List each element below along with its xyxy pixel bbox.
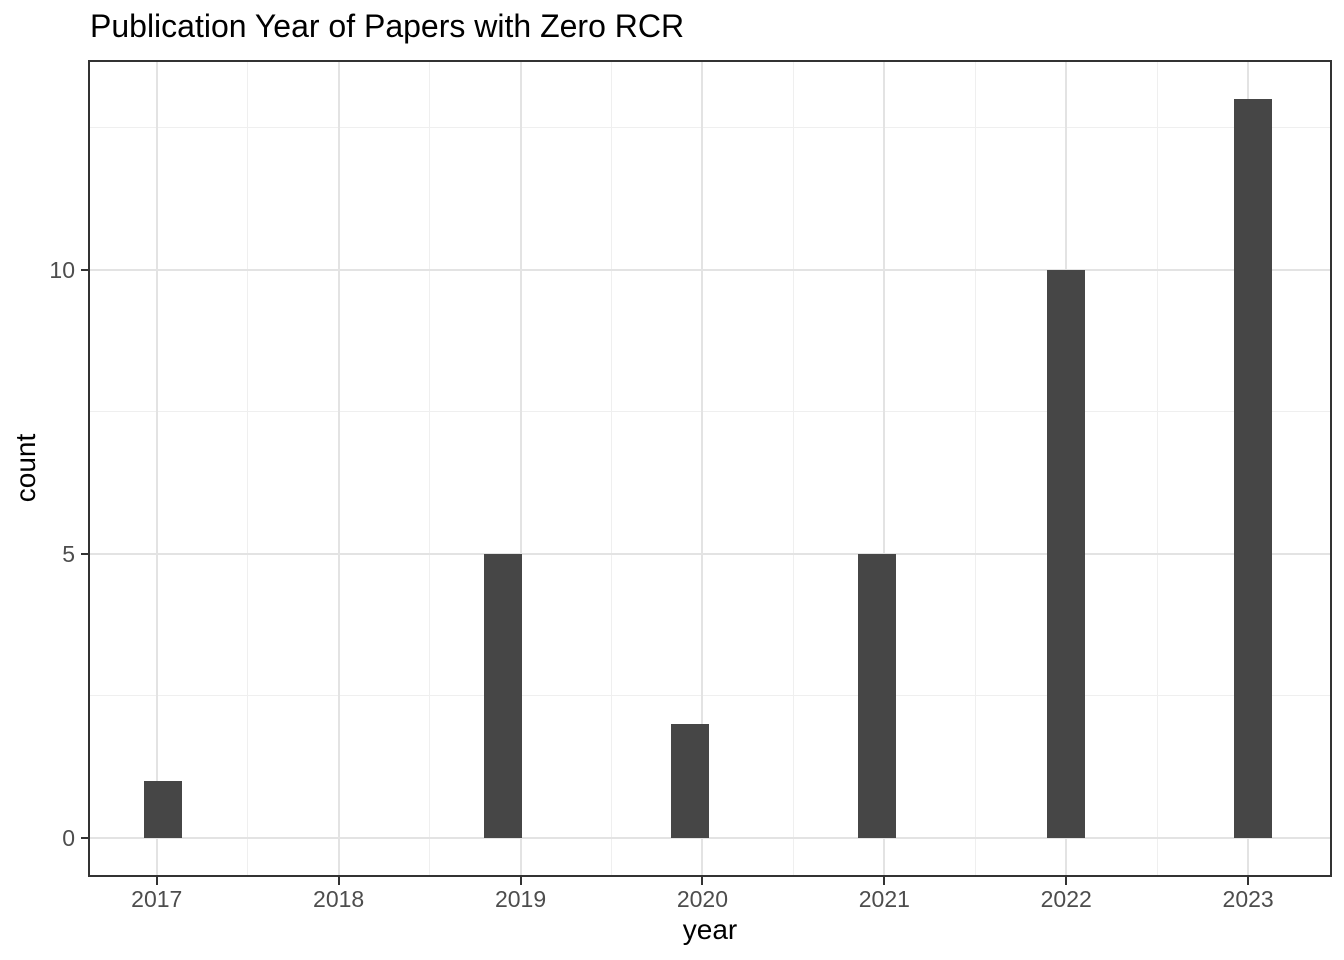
- gridline-x-minor: [1156, 62, 1158, 875]
- x-tick-mark: [519, 877, 522, 885]
- x-tick-mark: [155, 877, 158, 885]
- plot-panel: [88, 60, 1332, 877]
- chart-title: Publication Year of Papers with Zero RCR: [90, 8, 685, 44]
- gridline-x-minor: [974, 62, 976, 875]
- gridline-y-major: [90, 268, 1330, 271]
- gridline-y-minor: [90, 695, 1330, 697]
- x-tick-label: 2023: [1222, 886, 1274, 912]
- y-tick-label: 5: [62, 540, 75, 567]
- x-tick-label: 2020: [676, 886, 729, 912]
- y-tick-mark: [81, 837, 89, 840]
- y-tick-mark: [81, 552, 89, 555]
- bar-2023: [1234, 98, 1273, 839]
- gridline-x-major: [337, 62, 340, 875]
- x-tick-mark: [337, 877, 340, 885]
- x-tick-mark: [883, 877, 886, 885]
- x-tick-label: 2018: [313, 886, 365, 912]
- x-tick-label: 2019: [494, 886, 547, 912]
- bar-2022: [1047, 269, 1086, 839]
- x-tick-label: 2021: [858, 886, 910, 912]
- gridline-y-major: [90, 552, 1330, 555]
- y-tick-label: 0: [62, 825, 75, 852]
- bar-2017: [143, 781, 182, 839]
- y-tick-mark: [81, 268, 89, 271]
- gridline-x-major: [701, 62, 704, 875]
- gridline-x-major: [883, 62, 886, 875]
- bar-2020: [671, 724, 710, 839]
- gridline-x-major: [155, 62, 158, 875]
- gridline-y-minor: [90, 126, 1330, 128]
- y-axis-title: count: [10, 433, 41, 503]
- x-tick-mark: [701, 877, 704, 885]
- bar-2021: [858, 553, 897, 839]
- gridline-x-major: [519, 62, 522, 875]
- gridline-x-minor: [247, 62, 249, 875]
- x-tick-label: 2017: [131, 886, 183, 912]
- gridline-x-minor: [429, 62, 431, 875]
- y-tick-label: 10: [49, 256, 75, 283]
- x-tick-label: 2022: [1040, 886, 1092, 912]
- bar-2019: [483, 553, 522, 839]
- gridline-x-minor: [611, 62, 612, 875]
- x-tick-mark: [1247, 877, 1250, 885]
- x-axis-title: year: [682, 914, 738, 945]
- gridline-y-major: [90, 837, 1330, 840]
- gridline-y-minor: [90, 411, 1330, 413]
- x-tick-mark: [1065, 877, 1068, 885]
- gridline-x-minor: [792, 62, 794, 875]
